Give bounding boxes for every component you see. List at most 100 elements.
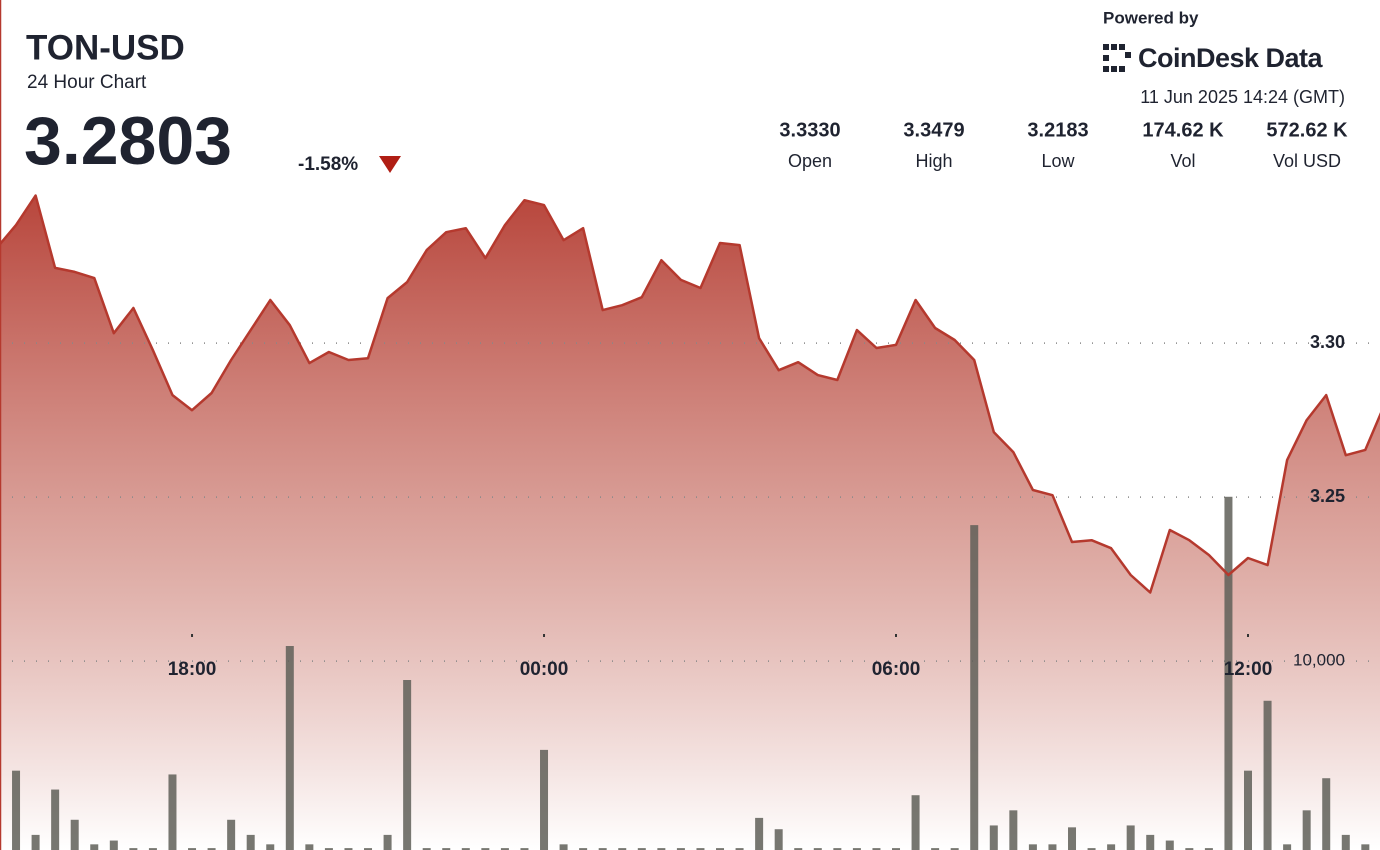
y-tick-label: 3.25 (1310, 486, 1345, 506)
stat-value: 3.3330 (779, 119, 840, 141)
x-tick-label: 12:00 (1224, 659, 1273, 680)
volume-bar (481, 848, 490, 850)
volume-bar (1068, 827, 1077, 850)
volume-bar (188, 848, 197, 850)
volume-bar (422, 848, 431, 850)
volume-bar (285, 646, 294, 850)
y2-tick-label: 10,000 (1293, 651, 1345, 670)
volume-bar (872, 848, 881, 850)
volume-bar (129, 848, 138, 850)
timestamp: 11 Jun 2025 14:24 (GMT) (1140, 87, 1345, 107)
volume-bar (813, 848, 822, 850)
volume-bar (1361, 844, 1370, 850)
price: 3.2803 (24, 103, 232, 179)
volume-bar (1204, 848, 1213, 850)
volume-bar (852, 848, 861, 850)
volume-bar (344, 848, 353, 850)
volume-bar (618, 848, 627, 850)
volume-bar (520, 848, 529, 850)
volume-bar (364, 848, 373, 850)
price-area (0, 195, 1380, 850)
volume-bar (31, 834, 40, 850)
volume-bar (676, 848, 685, 850)
title: TON-USD (26, 28, 185, 67)
subtitle: 24 Hour Chart (27, 72, 147, 93)
volume-bar (637, 848, 646, 850)
volume-bar (774, 829, 783, 850)
volume-bar (1322, 778, 1331, 850)
x-tick-label: 18:00 (168, 659, 217, 680)
volume-bar (442, 848, 451, 850)
volume-bar (1283, 844, 1292, 850)
volume-bar (579, 848, 588, 850)
brand: CoinDesk Data (1138, 43, 1324, 73)
volume-bar (12, 770, 21, 850)
volume-bar (266, 844, 275, 850)
volume-bar (1263, 700, 1272, 850)
volume-bar (559, 844, 568, 850)
volume-bar (324, 848, 333, 850)
volume-bar (168, 774, 177, 850)
stat-value: 174.62 K (1142, 119, 1224, 141)
volume-bar (1185, 848, 1194, 850)
volume-bar (383, 834, 392, 850)
price-line (0, 194, 1380, 594)
x-tick-label: 06:00 (872, 659, 921, 680)
volume-bar (1126, 825, 1135, 850)
volume-bar (246, 834, 255, 850)
volume-bar (755, 817, 764, 850)
volume-bar (1146, 834, 1155, 850)
stat-label: Open (788, 151, 832, 171)
volume-bar (1165, 840, 1174, 850)
volume-bar (735, 848, 744, 850)
stat-label: High (915, 151, 952, 171)
volume-bar (1048, 844, 1057, 850)
volume-bar (1224, 496, 1233, 850)
volume-bar (950, 848, 959, 850)
volume-bar (1087, 848, 1096, 850)
volume-bar (911, 795, 920, 850)
volume-bar (1341, 834, 1350, 850)
volume-bar (1244, 770, 1253, 850)
volume-bar (109, 840, 118, 850)
volume-bar (1302, 810, 1311, 850)
volume-bar (207, 848, 216, 850)
volume-bar (931, 848, 940, 850)
volume-bar (305, 844, 314, 850)
stat-value: 3.2183 (1027, 119, 1088, 141)
stat-label: Vol (1170, 151, 1195, 171)
down-arrow (379, 156, 401, 173)
volume-bar (403, 680, 412, 850)
volume-bar (148, 848, 157, 850)
volume-bar (461, 848, 470, 850)
y-tick-label: 3.30 (1310, 332, 1345, 352)
volume-bar (794, 848, 803, 850)
powered-by: Powered by (1103, 8, 1199, 27)
change: -1.58% (298, 154, 358, 175)
volume-bar (598, 848, 607, 850)
volume-bar (1028, 844, 1037, 850)
stat-value: 3.3479 (903, 119, 964, 141)
volume-bar (90, 844, 99, 850)
stats: 3.3330 Open 3.3479 High 3.2183 Low 174.62 K Vol… (779, 119, 1348, 170)
volume-bar (70, 819, 79, 850)
stat-label: Low (1041, 151, 1075, 171)
plot-area (0, 194, 1380, 850)
volume-bar (892, 848, 901, 850)
volume-bar (227, 819, 236, 850)
volume-bar (657, 848, 666, 850)
volume-bar (1107, 844, 1116, 850)
volume-bar (500, 848, 509, 850)
volume-bar (1009, 810, 1018, 850)
volume-bar (970, 525, 979, 850)
volume-bar (51, 789, 60, 850)
stat-value: 572.62 K (1266, 119, 1348, 141)
volume-bar (696, 848, 705, 850)
volume-bar (833, 848, 842, 850)
volume-bar (716, 848, 725, 850)
volume-bar (989, 825, 998, 850)
stat-label: Vol USD (1273, 151, 1341, 171)
x-tick-label: 00:00 (520, 659, 569, 680)
brand-logo (1103, 44, 1131, 72)
